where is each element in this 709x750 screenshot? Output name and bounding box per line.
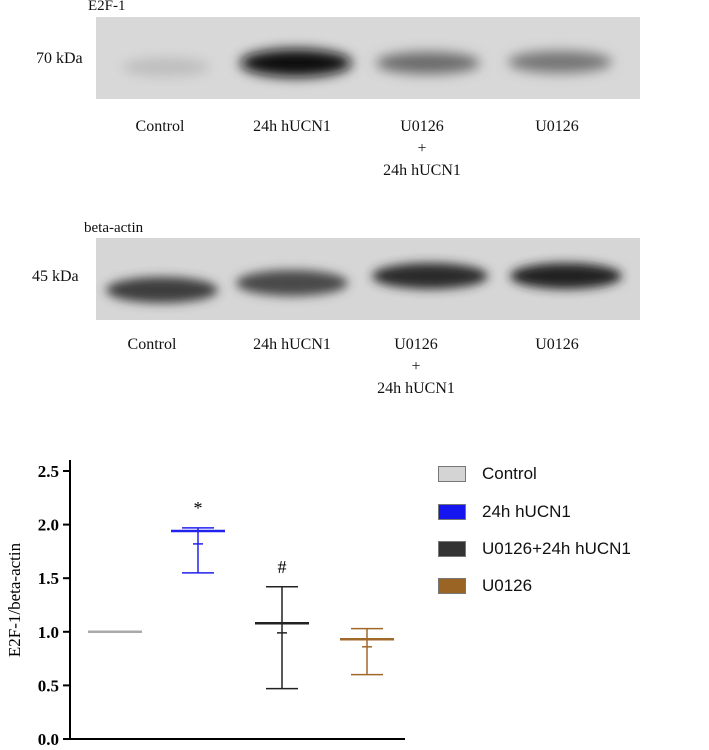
legend-item-u0126: U0126 [438,574,532,598]
group-2: # [255,557,309,689]
band-e2f1-u0126 [508,51,612,73]
band-actin-control [106,277,218,303]
blot-image-e2f1 [96,17,640,99]
y-tick-label-1: 0.5 [38,676,59,695]
legend-swatch-24h [438,504,466,520]
y-axis-label: E2F-1/beta-actin [5,542,24,657]
e2f1-ratio-chart: 0.0 0.5 1.0 1.5 2.0 2.5 * # E2F-1/beta-actin [0,440,420,750]
band-e2f1-24h [240,49,352,77]
lane-label-u0126-2: U0126 [512,334,602,356]
band-actin-24h [236,270,348,296]
lane-label-u0126-24h-1: U0126 + 24h hUCN1 [362,116,482,182]
kda-label-70: 70 kDa [36,50,83,68]
blot-image-beta-actin [96,238,640,320]
group-3 [340,629,394,675]
band-e2f1-control [122,58,210,76]
annotation-1: * [194,498,203,518]
band-e2f1-u0126-24h [376,52,480,74]
legend-label-u0126: U0126 [482,576,532,596]
lane-label-control-2: Control [112,334,192,356]
blot-title-e2f1: E2F-1 [88,0,126,15]
y-tick-label-3: 1.5 [38,569,59,588]
legend-label-control: Control [482,464,537,484]
y-tick-label-4: 2.0 [38,516,59,535]
kda-label-45: 45 kDa [32,268,79,286]
lane-label-24h-1: 24h hUCN1 [232,116,352,138]
annotation-2: # [278,557,287,577]
group-1: * [171,498,225,573]
legend-label-24h: 24h hUCN1 [482,502,571,522]
band-actin-u0126-24h [372,263,488,289]
lane-label-24h-2: 24h hUCN1 [232,334,352,356]
y-tick-label-2: 1.0 [38,623,59,642]
legend-label-u0126-24h: U0126+24h hUCN1 [482,539,631,559]
lane-label-control-1: Control [120,116,200,138]
y-tick-label-5: 2.5 [38,462,59,481]
lane-label-u0126-1: U0126 [512,116,602,138]
y-tick-label-0: 0.0 [38,730,59,749]
legend-swatch-u0126-24h [438,541,466,557]
blot-title-beta-actin: beta-actin [84,220,143,237]
legend-item-24h: 24h hUCN1 [438,500,571,524]
legend-item-control: Control [438,462,537,486]
legend-swatch-control [438,466,466,482]
legend-item-u0126-24h: U0126+24h hUCN1 [438,537,631,561]
lane-label-u0126-24h-2: U0126 + 24h hUCN1 [356,334,476,400]
band-actin-u0126 [510,263,622,289]
legend-swatch-u0126 [438,578,466,594]
